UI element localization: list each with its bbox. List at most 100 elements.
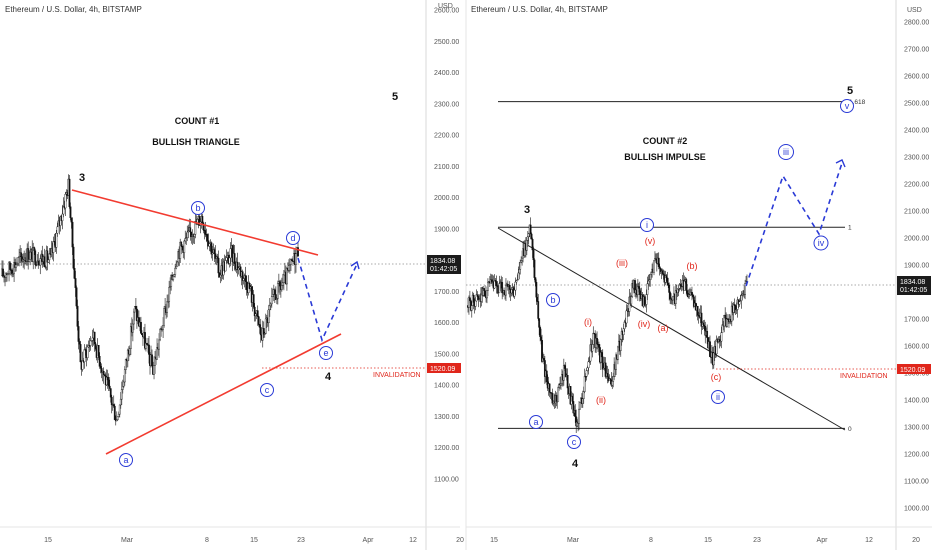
candle [245,275,248,296]
candle [126,348,129,368]
candle [219,269,222,284]
candle [519,259,522,275]
candle [70,217,73,229]
candle [291,257,293,262]
candle [107,373,110,391]
candle [208,242,211,252]
candle [61,204,64,230]
candle [264,313,267,335]
candle [630,294,633,308]
wave-label-b-r: b [546,293,560,307]
wave-label-d: d [286,231,300,245]
invalidation-price-badge-2 [897,364,931,374]
candle [174,263,177,278]
price-axis: 2600.00 2500.00 2400.00 2300.00 2200.00 2100.… [434,8,459,484]
chart-title: Ethereum / U.S. Dollar, 4h, BITSTAMP [5,5,142,14]
candle [175,260,178,270]
price-tick: 1400.00 [904,398,929,405]
candle [229,242,232,267]
candle [738,298,741,307]
candle [288,259,290,273]
candle [69,202,72,221]
candle [53,233,56,246]
time-axis: 15 Mar 8 15 23 Apr 12 20 [44,537,464,544]
wave-label-c-r: c [567,435,581,449]
price-tick: 2300.00 [904,155,929,162]
candle [241,269,244,290]
price-tick: 2000.00 [434,195,459,202]
time-tick: Apr [363,537,375,544]
candle [224,255,227,272]
candle [145,337,147,352]
svg-text:b: b [550,295,555,305]
candle [168,280,171,308]
candle [52,236,55,262]
candle [674,284,677,309]
count-heading: COUNT #1 [175,116,220,126]
candle [116,416,119,421]
candle [213,247,216,263]
candle [7,270,9,276]
candle [206,233,209,250]
candle [286,267,288,291]
candle [49,247,52,258]
projection-arrow [350,260,360,270]
fib-label-1618: 1.618 [849,99,866,106]
triangle-lower-trendline [105,333,342,455]
last-price-value: 1834.08 [430,258,455,265]
candle [73,258,76,280]
candle [289,258,291,274]
candle [46,246,49,271]
candle [566,368,569,395]
candle [94,342,97,351]
candle [141,330,143,336]
candle [156,338,158,360]
candle [48,248,51,265]
candle [27,241,30,270]
price-tick: 1900.00 [434,226,459,233]
candle [691,286,693,301]
candle [476,291,479,298]
candle [470,301,473,318]
candle [269,302,272,311]
candle [132,308,135,331]
wave-label-4: 4 [325,371,332,383]
svg-text:d: d [290,233,295,243]
candle [724,307,727,320]
price-tick: 1700.00 [434,289,459,296]
candle [12,264,14,278]
candle [15,257,17,272]
candle [730,301,733,327]
price-tick: 2500.00 [434,39,459,46]
candle [28,250,31,263]
candle [110,394,113,414]
candle [700,305,703,335]
candle [709,335,711,358]
candle [537,294,540,321]
price-tick: 2400.00 [434,70,459,77]
candle [514,277,517,295]
candle [472,292,475,310]
svg-text:b: b [195,203,200,213]
candle [113,403,116,420]
candle [619,338,622,357]
candle [72,243,75,270]
candle [273,288,276,304]
candle [587,357,590,375]
candle [98,352,101,369]
candle [259,318,262,343]
candle [183,239,186,260]
candle [154,351,156,374]
price-tick: 2300.00 [434,101,459,108]
candle [631,280,634,299]
candle [244,266,247,290]
candle [498,275,501,294]
candle [210,241,213,259]
wave-label-red-b: (b) [687,261,698,271]
price-tick: 1600.00 [904,344,929,351]
time-tick: 12 [865,537,873,544]
candle [495,275,498,294]
candle [271,288,274,297]
price-tick: 2100.00 [434,164,459,171]
